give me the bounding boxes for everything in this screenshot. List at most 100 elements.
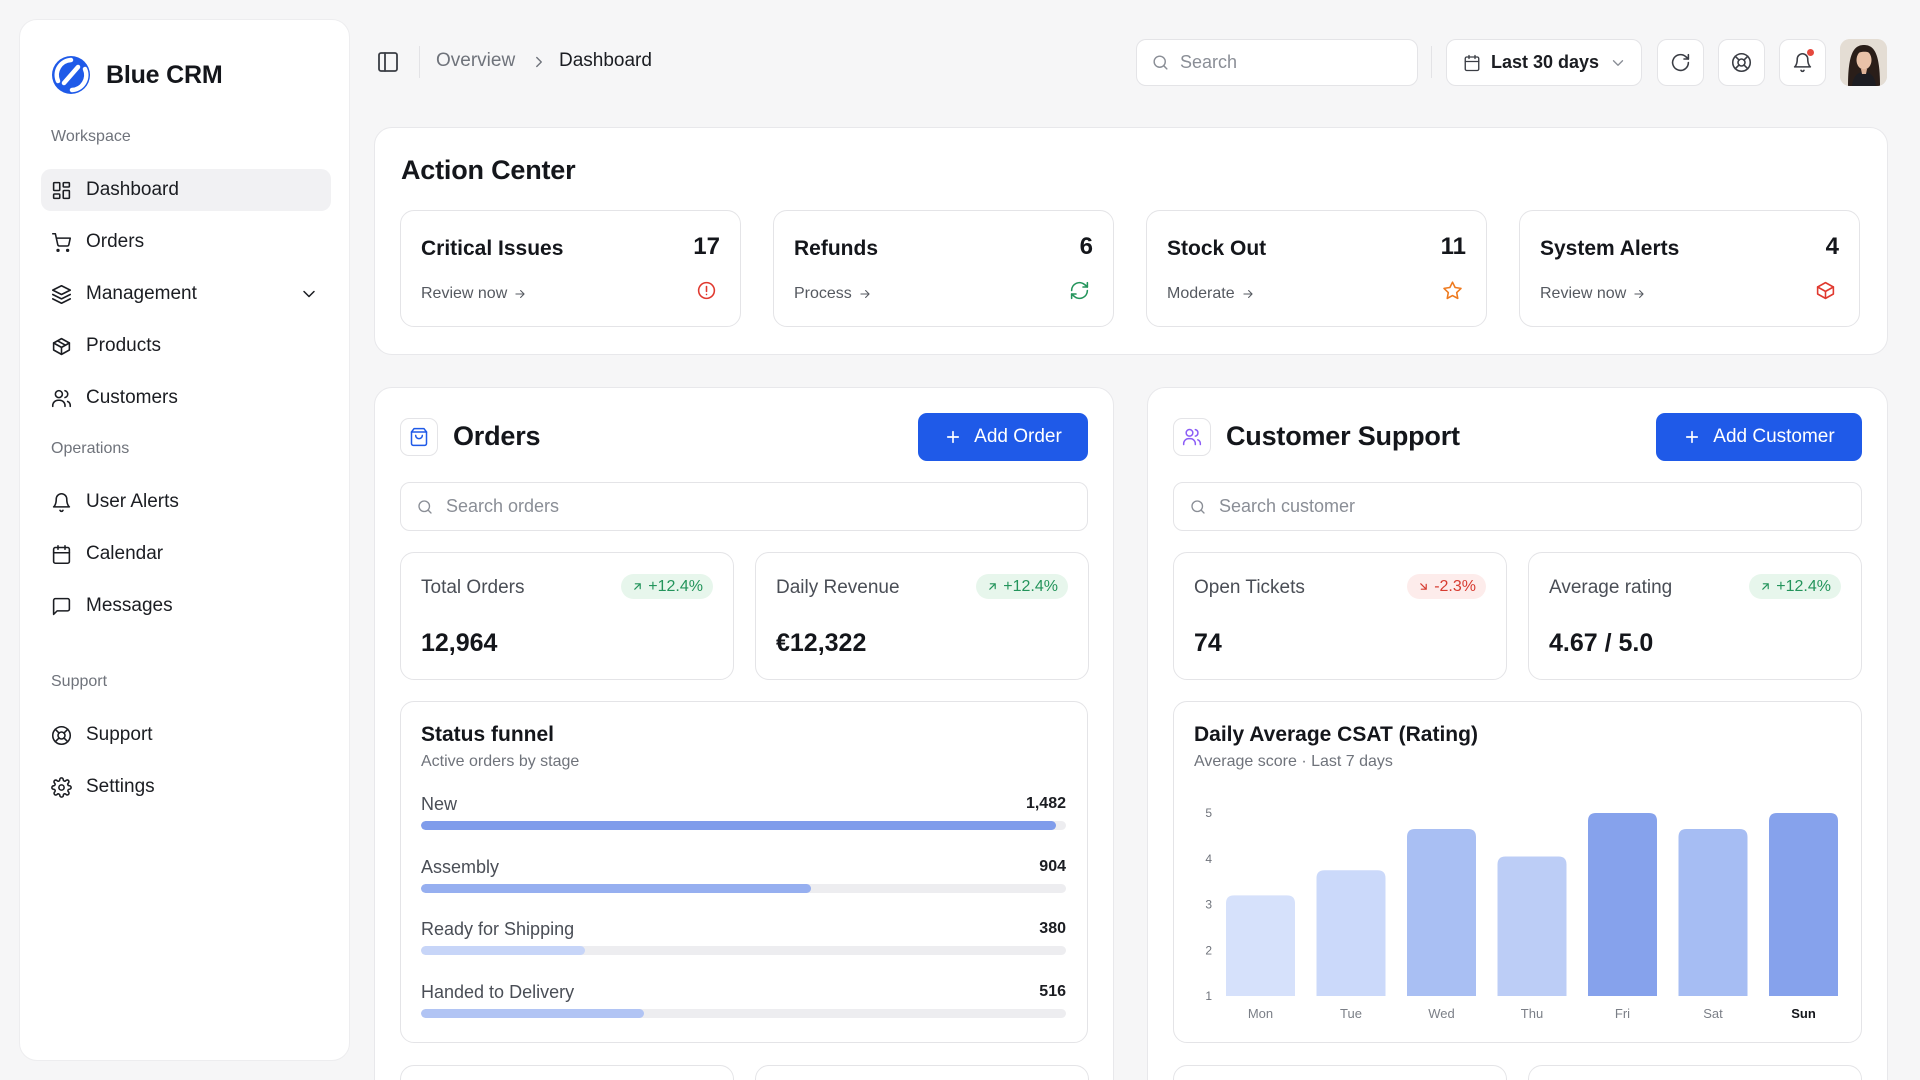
funnel-row-label: Assembly	[421, 856, 500, 877]
avatar[interactable]	[1840, 39, 1887, 86]
trend-value: +12.4%	[648, 577, 703, 595]
stat-card-stub	[755, 1065, 1089, 1080]
global-search[interactable]	[1136, 39, 1418, 86]
cart-icon	[51, 232, 72, 252]
action-card-link-label: Process	[794, 285, 852, 302]
lifebuoy-icon	[51, 725, 72, 745]
chevron-down-icon	[1612, 60, 1624, 66]
gear-icon	[51, 776, 72, 798]
action-card-critical-issues[interactable]: Critical Issues 17 Review now	[400, 210, 741, 327]
funnel-progress-track	[421, 1008, 1066, 1018]
sidebar-item-products[interactable]: Products	[41, 325, 331, 367]
sidebar-item-dashboard[interactable]: Dashboard	[41, 169, 331, 211]
funnel-progress-track	[421, 883, 1066, 893]
package-icon	[52, 337, 71, 355]
orders-title: Orders	[453, 421, 541, 451]
brand-name: Blue CRM	[106, 60, 223, 89]
topbar-divider	[1431, 46, 1432, 78]
chevron-down-icon[interactable]	[299, 284, 319, 304]
add-order-button[interactable]: Add Order	[918, 413, 1088, 461]
arrow-right-icon	[1242, 289, 1253, 299]
bar-thu[interactable]	[1497, 856, 1567, 996]
bar-wed[interactable]	[1407, 829, 1476, 996]
funnel-title: Status funnel	[421, 723, 555, 746]
plus-icon	[1686, 430, 1699, 444]
action-card-stock-out[interactable]: Stock Out 11 Moderate	[1146, 210, 1487, 327]
star-icon	[1436, 274, 1468, 306]
sidebar-item-label: Dashboard	[86, 179, 179, 200]
x-tick-label: Thu	[1521, 1006, 1543, 1021]
x-tick-label: Fri	[1615, 1006, 1630, 1021]
add-customer-button[interactable]: Add Customer	[1656, 413, 1862, 461]
bar-mon[interactable]	[1226, 895, 1295, 996]
customer-search[interactable]	[1173, 482, 1862, 531]
sidebar-item-label: Support	[86, 724, 153, 745]
action-card-refunds[interactable]: Refunds 6 Process	[773, 210, 1114, 327]
bar-fri[interactable]	[1588, 813, 1657, 996]
help-button[interactable]	[1718, 39, 1765, 86]
logo-icon	[52, 56, 90, 94]
action-card-count: 11	[1440, 233, 1466, 260]
orders-search-input[interactable]	[446, 496, 1006, 517]
action-card-link[interactable]: Review now	[1540, 285, 1646, 303]
y-tick-label: 4	[1205, 852, 1212, 866]
funnel-row: Handed to Delivery 516	[421, 982, 1066, 1030]
arrow-up-right-icon	[1762, 583, 1770, 590]
date-range-select[interactable]: Last 30 days	[1446, 39, 1642, 86]
sidebar-toggle-icon[interactable]	[376, 50, 400, 74]
x-tick-label: Wed	[1428, 1006, 1455, 1021]
notifications-button[interactable]	[1779, 39, 1826, 86]
chart-subtitle: Average score · Last 7 days	[1194, 753, 1393, 770]
action-card-system-alerts[interactable]: System Alerts 4 Review now	[1519, 210, 1860, 327]
y-tick-label: 2	[1205, 943, 1212, 957]
action-card-link[interactable]: Moderate	[1167, 285, 1255, 303]
funnel-progress-track	[421, 946, 1066, 955]
add-order-label: Add Order	[974, 426, 1062, 447]
action-card-link-label: Moderate	[1167, 285, 1235, 302]
customer-search-input[interactable]	[1219, 496, 1779, 517]
bar-sun[interactable]	[1769, 813, 1838, 996]
sidebar-item-settings[interactable]: Settings	[41, 766, 331, 808]
stat-value: 74	[1194, 629, 1222, 657]
section-label-workspace: Workspace	[51, 128, 131, 145]
sidebar-item-user-alerts[interactable]: User Alerts	[41, 481, 331, 523]
action-card-title: Stock Out	[1167, 237, 1267, 260]
sidebar-item-messages[interactable]: Messages	[41, 585, 331, 627]
alert-circle-icon	[690, 274, 722, 306]
trend-value: -2.3%	[1434, 577, 1476, 595]
breadcrumb-overview[interactable]: Overview	[436, 50, 516, 71]
sidebar-item-calendar[interactable]: Calendar	[41, 533, 331, 575]
funnel-row-value: 904	[1039, 857, 1066, 875]
stat-value: 4.67 / 5.0	[1549, 629, 1654, 657]
section-label-support: Support	[51, 673, 108, 690]
refresh-icon	[1671, 53, 1690, 72]
action-card-link-label: Review now	[421, 285, 508, 302]
global-search-input[interactable]	[1180, 52, 1400, 73]
funnel-row-label: Ready for Shipping	[421, 919, 575, 939]
add-customer-label: Add Customer	[1713, 426, 1835, 447]
sidebar-item-support[interactable]: Support	[41, 714, 331, 756]
action-card-link[interactable]: Process	[794, 285, 872, 303]
sidebar-item-management[interactable]: Management	[41, 273, 331, 315]
trend-badge: +12.4%	[621, 574, 713, 599]
refresh-button[interactable]	[1657, 39, 1704, 86]
brand[interactable]: Blue CRM	[50, 54, 223, 96]
sidebar-item-label: Products	[86, 335, 161, 356]
bar-sat[interactable]	[1678, 829, 1748, 996]
sidebar-item-label: Orders	[86, 231, 145, 252]
action-card-link[interactable]: Review now	[421, 285, 527, 303]
stat-value: 12,964	[421, 629, 498, 657]
refresh-icon	[1063, 274, 1095, 306]
sidebar-item-orders[interactable]: Orders	[41, 221, 331, 263]
sidebar-item-label: Settings	[86, 776, 155, 797]
sidebar-item-customers[interactable]: Customers	[41, 377, 331, 419]
orders-search[interactable]	[400, 482, 1088, 531]
chevron-right-icon	[536, 56, 542, 68]
funnel-row: Assembly 904	[421, 857, 1066, 905]
users-icon	[1173, 418, 1211, 456]
arrow-down-right-icon	[1420, 583, 1428, 590]
sidebar-item-label: Management	[86, 283, 197, 304]
section-label-operations: Operations	[51, 440, 130, 457]
bar-tue[interactable]	[1316, 870, 1386, 996]
y-tick-label: 3	[1205, 898, 1212, 912]
